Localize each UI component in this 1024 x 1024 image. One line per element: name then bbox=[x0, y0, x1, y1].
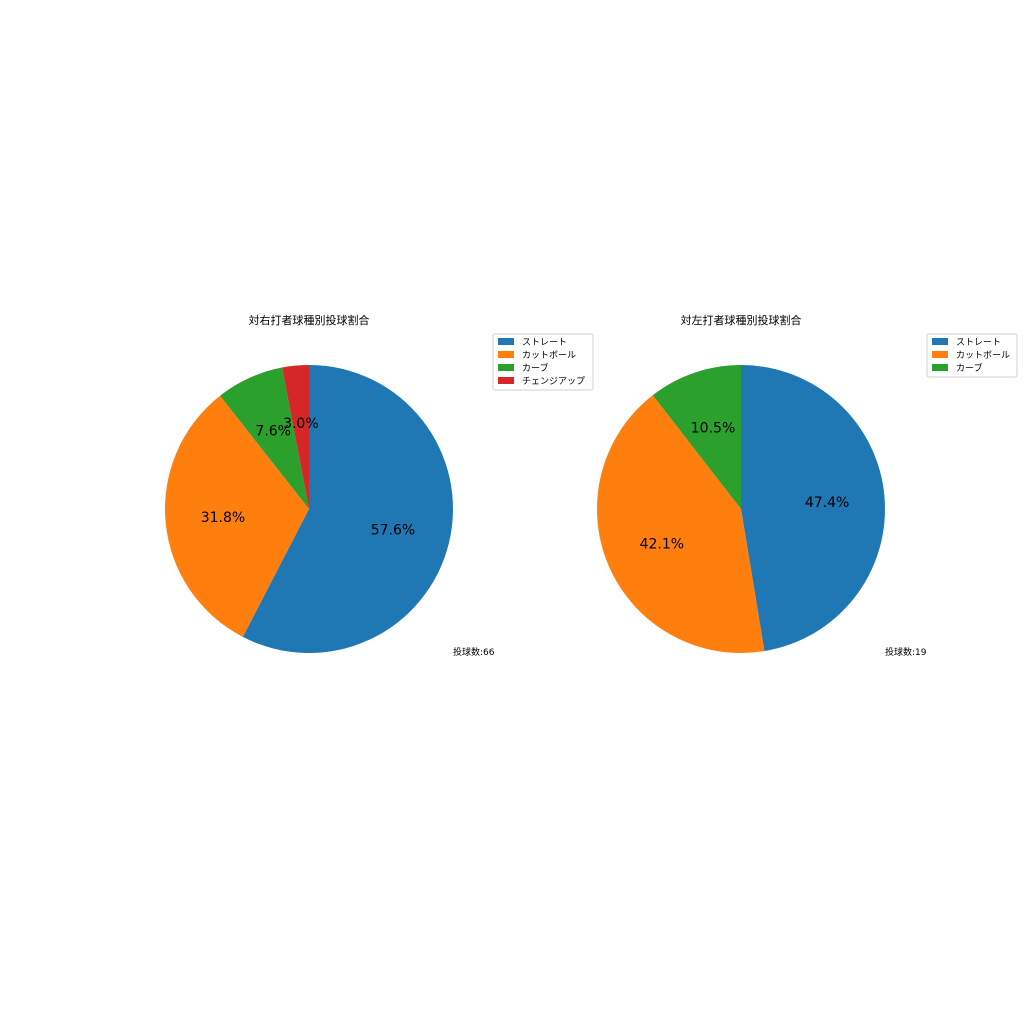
percent-label: 31.8% bbox=[201, 510, 245, 526]
legend-label: チェンジアップ bbox=[522, 376, 585, 387]
percent-label: 10.5% bbox=[691, 420, 735, 436]
legend-swatch bbox=[498, 364, 514, 371]
legend-label: カットボール bbox=[522, 350, 576, 361]
pie-slice-0 bbox=[242, 365, 454, 653]
legend-swatch bbox=[932, 351, 948, 358]
legend-swatch bbox=[498, 351, 514, 358]
legend-label: ストレート bbox=[956, 338, 1001, 348]
legend-label: カーブ bbox=[522, 362, 548, 374]
pie-chart-left-batters: 対左打者球種別投球割合 47.4% 42.1% 10.5% ストレートカットボールカ… bbox=[597, 313, 1018, 658]
legend-swatch bbox=[498, 377, 514, 384]
percent-label: 7.6% bbox=[255, 423, 291, 439]
pie-slice-2 bbox=[652, 365, 741, 509]
percent-labels: 47.4% 42.1% 10.5% bbox=[640, 420, 850, 552]
percent-label: 47.4% bbox=[805, 495, 849, 511]
percent-label: 57.6% bbox=[371, 522, 415, 538]
percent-label: 42.1% bbox=[640, 537, 684, 553]
legend-swatch bbox=[498, 338, 514, 345]
legend-label: カーブ bbox=[956, 362, 982, 374]
pie-slice-2 bbox=[220, 367, 309, 509]
pie-slice-1 bbox=[597, 395, 765, 653]
pitch-count-annotation: 投球数:19 bbox=[885, 646, 927, 658]
legend-swatch bbox=[932, 364, 948, 371]
legend-label: カットボール bbox=[956, 350, 1010, 361]
legend-frame bbox=[926, 333, 1018, 378]
pie-chart-right-batters: 対右打者球種別投球割合 57.6% 31.8% 7.6%3.0% ストレートカットボ… bbox=[165, 313, 594, 658]
chart-title: 対右打者球種別投球割合 bbox=[249, 313, 370, 327]
legend-label: ストレート bbox=[522, 338, 567, 348]
percent-label: 3.0% bbox=[283, 416, 319, 432]
legend-swatch bbox=[932, 338, 948, 345]
pie-slice-0 bbox=[741, 365, 885, 652]
chart-title: 対左打者球種別投球割合 bbox=[681, 313, 802, 327]
pie-slice-1 bbox=[165, 395, 309, 637]
legend-frame bbox=[492, 333, 594, 391]
percent-labels: 57.6% 31.8% 7.6%3.0% bbox=[201, 416, 415, 538]
pie-slices bbox=[597, 365, 885, 653]
pitch-count-annotation: 投球数:66 bbox=[453, 646, 495, 658]
pie-slice-3 bbox=[282, 365, 309, 509]
pie-slices bbox=[165, 365, 454, 653]
